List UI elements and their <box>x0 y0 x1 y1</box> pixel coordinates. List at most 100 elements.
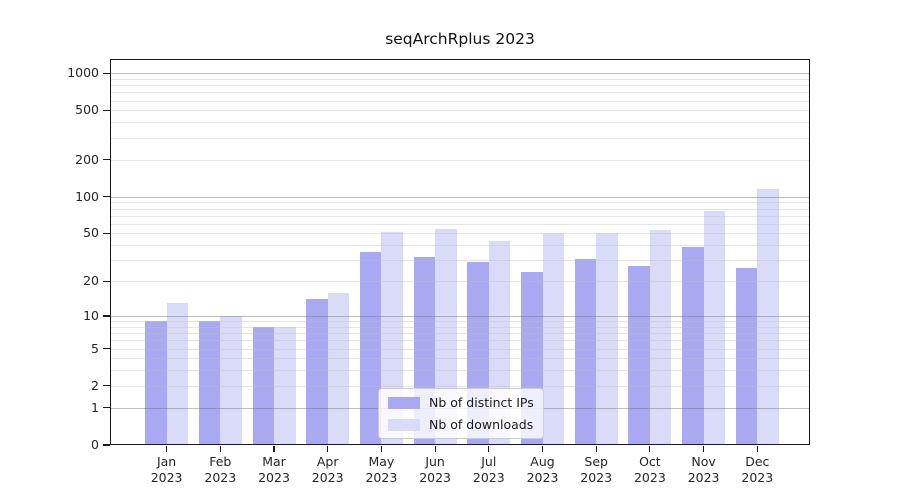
x-tick-label: Jun 2023 <box>419 454 451 485</box>
x-tick-mark <box>166 446 168 452</box>
y-tick-label: 0 <box>91 437 99 452</box>
bar-distinct-ips <box>359 252 382 445</box>
y-tick-label: 1000 <box>67 65 99 81</box>
x-tick-mark <box>488 446 490 452</box>
x-tick-mark <box>649 446 651 452</box>
bar-downloads <box>703 211 726 445</box>
y-tick-label: 1 <box>91 399 99 415</box>
minor-gridline <box>110 78 810 80</box>
y-tick-label: 10 <box>83 307 99 323</box>
minor-gridline <box>110 358 810 360</box>
grid-layer <box>110 59 810 445</box>
y-tick-mark <box>103 232 110 235</box>
y-tick-mark <box>103 444 110 446</box>
x-tick-label: Apr 2023 <box>311 454 344 485</box>
minor-gridline <box>110 208 810 210</box>
minor-gridline <box>110 122 810 124</box>
minor-gridline <box>110 223 810 225</box>
bar-downloads <box>220 315 242 445</box>
bar-distinct-ips <box>682 246 704 445</box>
chart-title: seqArchRplus 2023 <box>385 30 535 48</box>
bar-distinct-ips <box>628 265 650 445</box>
y-tick-mark <box>103 315 110 317</box>
minor-gridline <box>110 333 810 335</box>
y-tick-mark <box>103 280 110 282</box>
major-gridline <box>110 315 810 317</box>
minor-gridline <box>110 233 810 235</box>
legend: Nb of distinct IPs Nb of downloads <box>378 388 544 439</box>
x-tick-label: Aug 2023 <box>526 454 559 485</box>
legend-item: Nb of downloads <box>388 417 534 432</box>
bar-downloads <box>596 233 618 445</box>
bar-downloads <box>757 189 779 445</box>
bar-distinct-ips <box>198 321 221 445</box>
bar-downloads <box>274 326 296 445</box>
legend-item: Nb of distinct IPs <box>388 395 534 410</box>
minor-gridline <box>110 215 810 217</box>
x-tick-label: Nov 2023 <box>687 454 720 485</box>
minor-gridline <box>110 348 810 350</box>
bar-distinct-ips <box>306 299 328 445</box>
y-tick-mark <box>103 196 110 198</box>
bar-distinct-ips <box>735 267 758 445</box>
x-tick-label: Dec 2023 <box>741 454 774 485</box>
bar-distinct-ips <box>252 326 274 445</box>
minor-gridline <box>110 110 810 112</box>
y-tick-label: 50 <box>83 225 99 241</box>
minor-gridline <box>110 385 810 387</box>
bar-downloads <box>327 292 350 445</box>
bar-distinct-ips <box>574 258 597 445</box>
y-tick-mark <box>103 407 110 409</box>
x-tick-mark <box>273 446 275 452</box>
legend-label: Nb of distinct IPs <box>429 395 534 410</box>
x-tick-mark <box>219 446 221 452</box>
x-tick-label: Sep 2023 <box>580 454 613 485</box>
y-tick-label: 100 <box>75 188 99 204</box>
minor-gridline <box>110 159 810 161</box>
bar-distinct-ips <box>145 321 167 445</box>
bar-downloads <box>649 230 672 445</box>
minor-gridline <box>110 245 810 247</box>
x-tick-mark <box>327 446 329 452</box>
minor-gridline <box>110 137 810 139</box>
minor-gridline <box>110 100 810 102</box>
x-tick-mark <box>756 446 758 452</box>
legend-swatch <box>388 396 420 409</box>
x-tick-mark <box>595 446 597 452</box>
legend-swatch <box>388 418 420 431</box>
legend-label: Nb of downloads <box>429 417 534 432</box>
minor-gridline <box>110 85 810 87</box>
y-tick-mark <box>103 347 110 350</box>
y-tick-mark <box>103 385 110 387</box>
x-tick-label: May 2023 <box>365 454 398 485</box>
major-gridline <box>110 196 810 198</box>
minor-gridline <box>110 326 810 328</box>
bar-downloads <box>542 233 564 445</box>
major-gridline <box>110 73 810 75</box>
x-tick-label: Oct 2023 <box>633 454 666 485</box>
x-tick-mark <box>703 446 705 452</box>
y-tick-label: 2 <box>91 377 99 393</box>
y-tick-mark <box>103 109 110 112</box>
x-tick-mark <box>434 446 436 452</box>
x-tick-label: Mar 2023 <box>258 454 290 485</box>
x-tick-mark <box>541 446 544 452</box>
minor-gridline <box>110 260 810 262</box>
y-tick-label: 200 <box>75 151 99 167</box>
y-tick-label: 500 <box>75 102 99 118</box>
minor-gridline <box>110 92 810 94</box>
x-tick-mark <box>380 446 382 452</box>
x-tick-label: Jul 2023 <box>472 454 505 485</box>
bar-downloads <box>166 302 189 445</box>
plot-area: Nb of distinct IPs Nb of downloads <box>110 59 810 445</box>
y-tick-label: 5 <box>91 340 99 356</box>
x-tick-label: Jan 2023 <box>150 454 183 485</box>
minor-gridline <box>110 321 810 323</box>
minor-gridline <box>110 340 810 342</box>
y-tick-label: 20 <box>83 273 99 289</box>
x-tick-label: Feb 2023 <box>204 454 237 485</box>
minor-gridline <box>110 370 810 372</box>
minor-gridline <box>110 202 810 204</box>
y-tick-mark <box>103 159 110 161</box>
